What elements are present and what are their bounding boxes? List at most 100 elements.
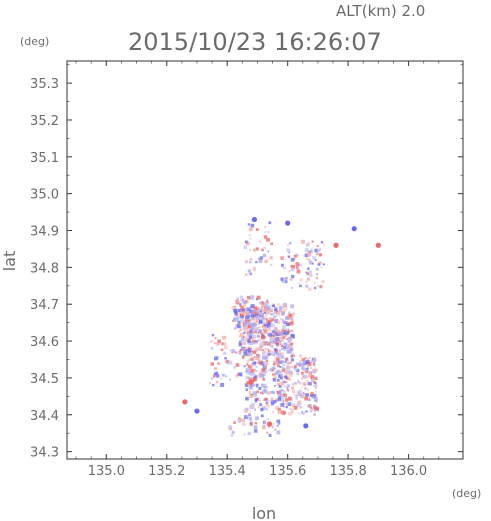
data-point <box>253 430 256 433</box>
data-point <box>283 411 287 415</box>
data-point <box>289 361 292 365</box>
data-point <box>272 305 275 308</box>
data-point <box>268 399 270 402</box>
data-point <box>286 344 290 348</box>
data-point <box>251 371 256 376</box>
y-tick-label: 35.0 <box>30 188 59 203</box>
data-point <box>270 400 273 403</box>
y-tick-label: 34.7 <box>30 298 59 313</box>
data-point <box>273 352 276 355</box>
data-point <box>265 359 269 363</box>
data-point <box>291 264 296 269</box>
data-point <box>268 316 272 321</box>
data-point <box>308 404 312 408</box>
data-point <box>244 383 249 387</box>
data-point <box>296 269 301 274</box>
data-point <box>254 422 258 425</box>
data-point <box>305 284 309 288</box>
data-point <box>278 395 282 400</box>
data-point <box>214 337 217 339</box>
data-point <box>287 396 292 401</box>
data-point <box>305 243 309 247</box>
data-point <box>285 357 289 361</box>
data-point <box>278 392 281 395</box>
data-point <box>253 248 257 252</box>
data-point <box>287 328 290 331</box>
data-point <box>305 379 309 383</box>
data-point <box>290 342 294 346</box>
data-point <box>310 248 313 251</box>
data-point <box>278 384 282 388</box>
data-point <box>301 411 303 414</box>
data-point <box>212 375 216 379</box>
data-point <box>284 367 288 372</box>
data-point <box>243 331 246 335</box>
data-point <box>294 367 298 372</box>
data-point <box>286 365 290 370</box>
data-point <box>270 397 274 401</box>
data-point <box>255 228 259 231</box>
data-point <box>318 253 323 257</box>
data-point <box>241 311 245 315</box>
data-point <box>284 333 288 337</box>
data-point <box>284 277 288 281</box>
data-point <box>351 226 357 232</box>
data-point <box>288 241 292 245</box>
data-point <box>245 349 248 352</box>
data-point <box>291 312 296 316</box>
altitude-label: ALT(km) 2.0 <box>336 2 425 20</box>
data-point <box>213 374 216 377</box>
data-point <box>291 383 294 386</box>
data-point <box>271 323 275 328</box>
data-point <box>285 381 288 383</box>
data-point <box>280 397 285 402</box>
data-point <box>310 404 313 407</box>
data-point <box>310 375 315 379</box>
data-point <box>253 309 256 312</box>
data-point <box>276 306 279 310</box>
data-point <box>242 341 246 346</box>
data-point <box>235 324 239 328</box>
data-point <box>270 353 274 356</box>
data-point <box>263 324 268 328</box>
data-point <box>290 257 295 262</box>
data-point <box>265 317 268 321</box>
data-point <box>247 352 252 357</box>
data-point <box>299 360 301 362</box>
data-point <box>259 343 261 346</box>
data-point <box>263 301 267 305</box>
data-point <box>264 231 267 234</box>
data-point <box>238 372 243 377</box>
data-point <box>280 317 283 321</box>
data-point <box>263 336 266 339</box>
data-point <box>301 411 305 415</box>
data-point <box>242 335 245 338</box>
data-point <box>267 405 270 408</box>
data-point <box>274 341 279 345</box>
data-point <box>278 349 281 352</box>
data-point <box>291 352 294 356</box>
data-point <box>266 399 269 402</box>
data-point <box>263 311 267 315</box>
data-point <box>252 340 256 345</box>
data-point <box>243 303 247 307</box>
y-unit-label: (deg) <box>20 35 49 48</box>
data-point <box>220 382 225 387</box>
data-point <box>288 313 292 318</box>
data-point <box>293 257 297 260</box>
data-point <box>375 242 381 248</box>
data-point <box>276 357 280 362</box>
data-point <box>286 338 288 340</box>
data-point <box>249 329 253 333</box>
data-point <box>320 241 324 244</box>
data-point <box>252 377 257 382</box>
data-point <box>250 313 255 318</box>
data-point <box>280 331 284 335</box>
data-point <box>271 368 275 372</box>
data-point <box>263 341 267 345</box>
data-point <box>250 295 255 300</box>
data-point <box>258 313 262 317</box>
data-point <box>277 407 281 411</box>
data-point <box>313 381 316 384</box>
data-point <box>273 375 278 379</box>
